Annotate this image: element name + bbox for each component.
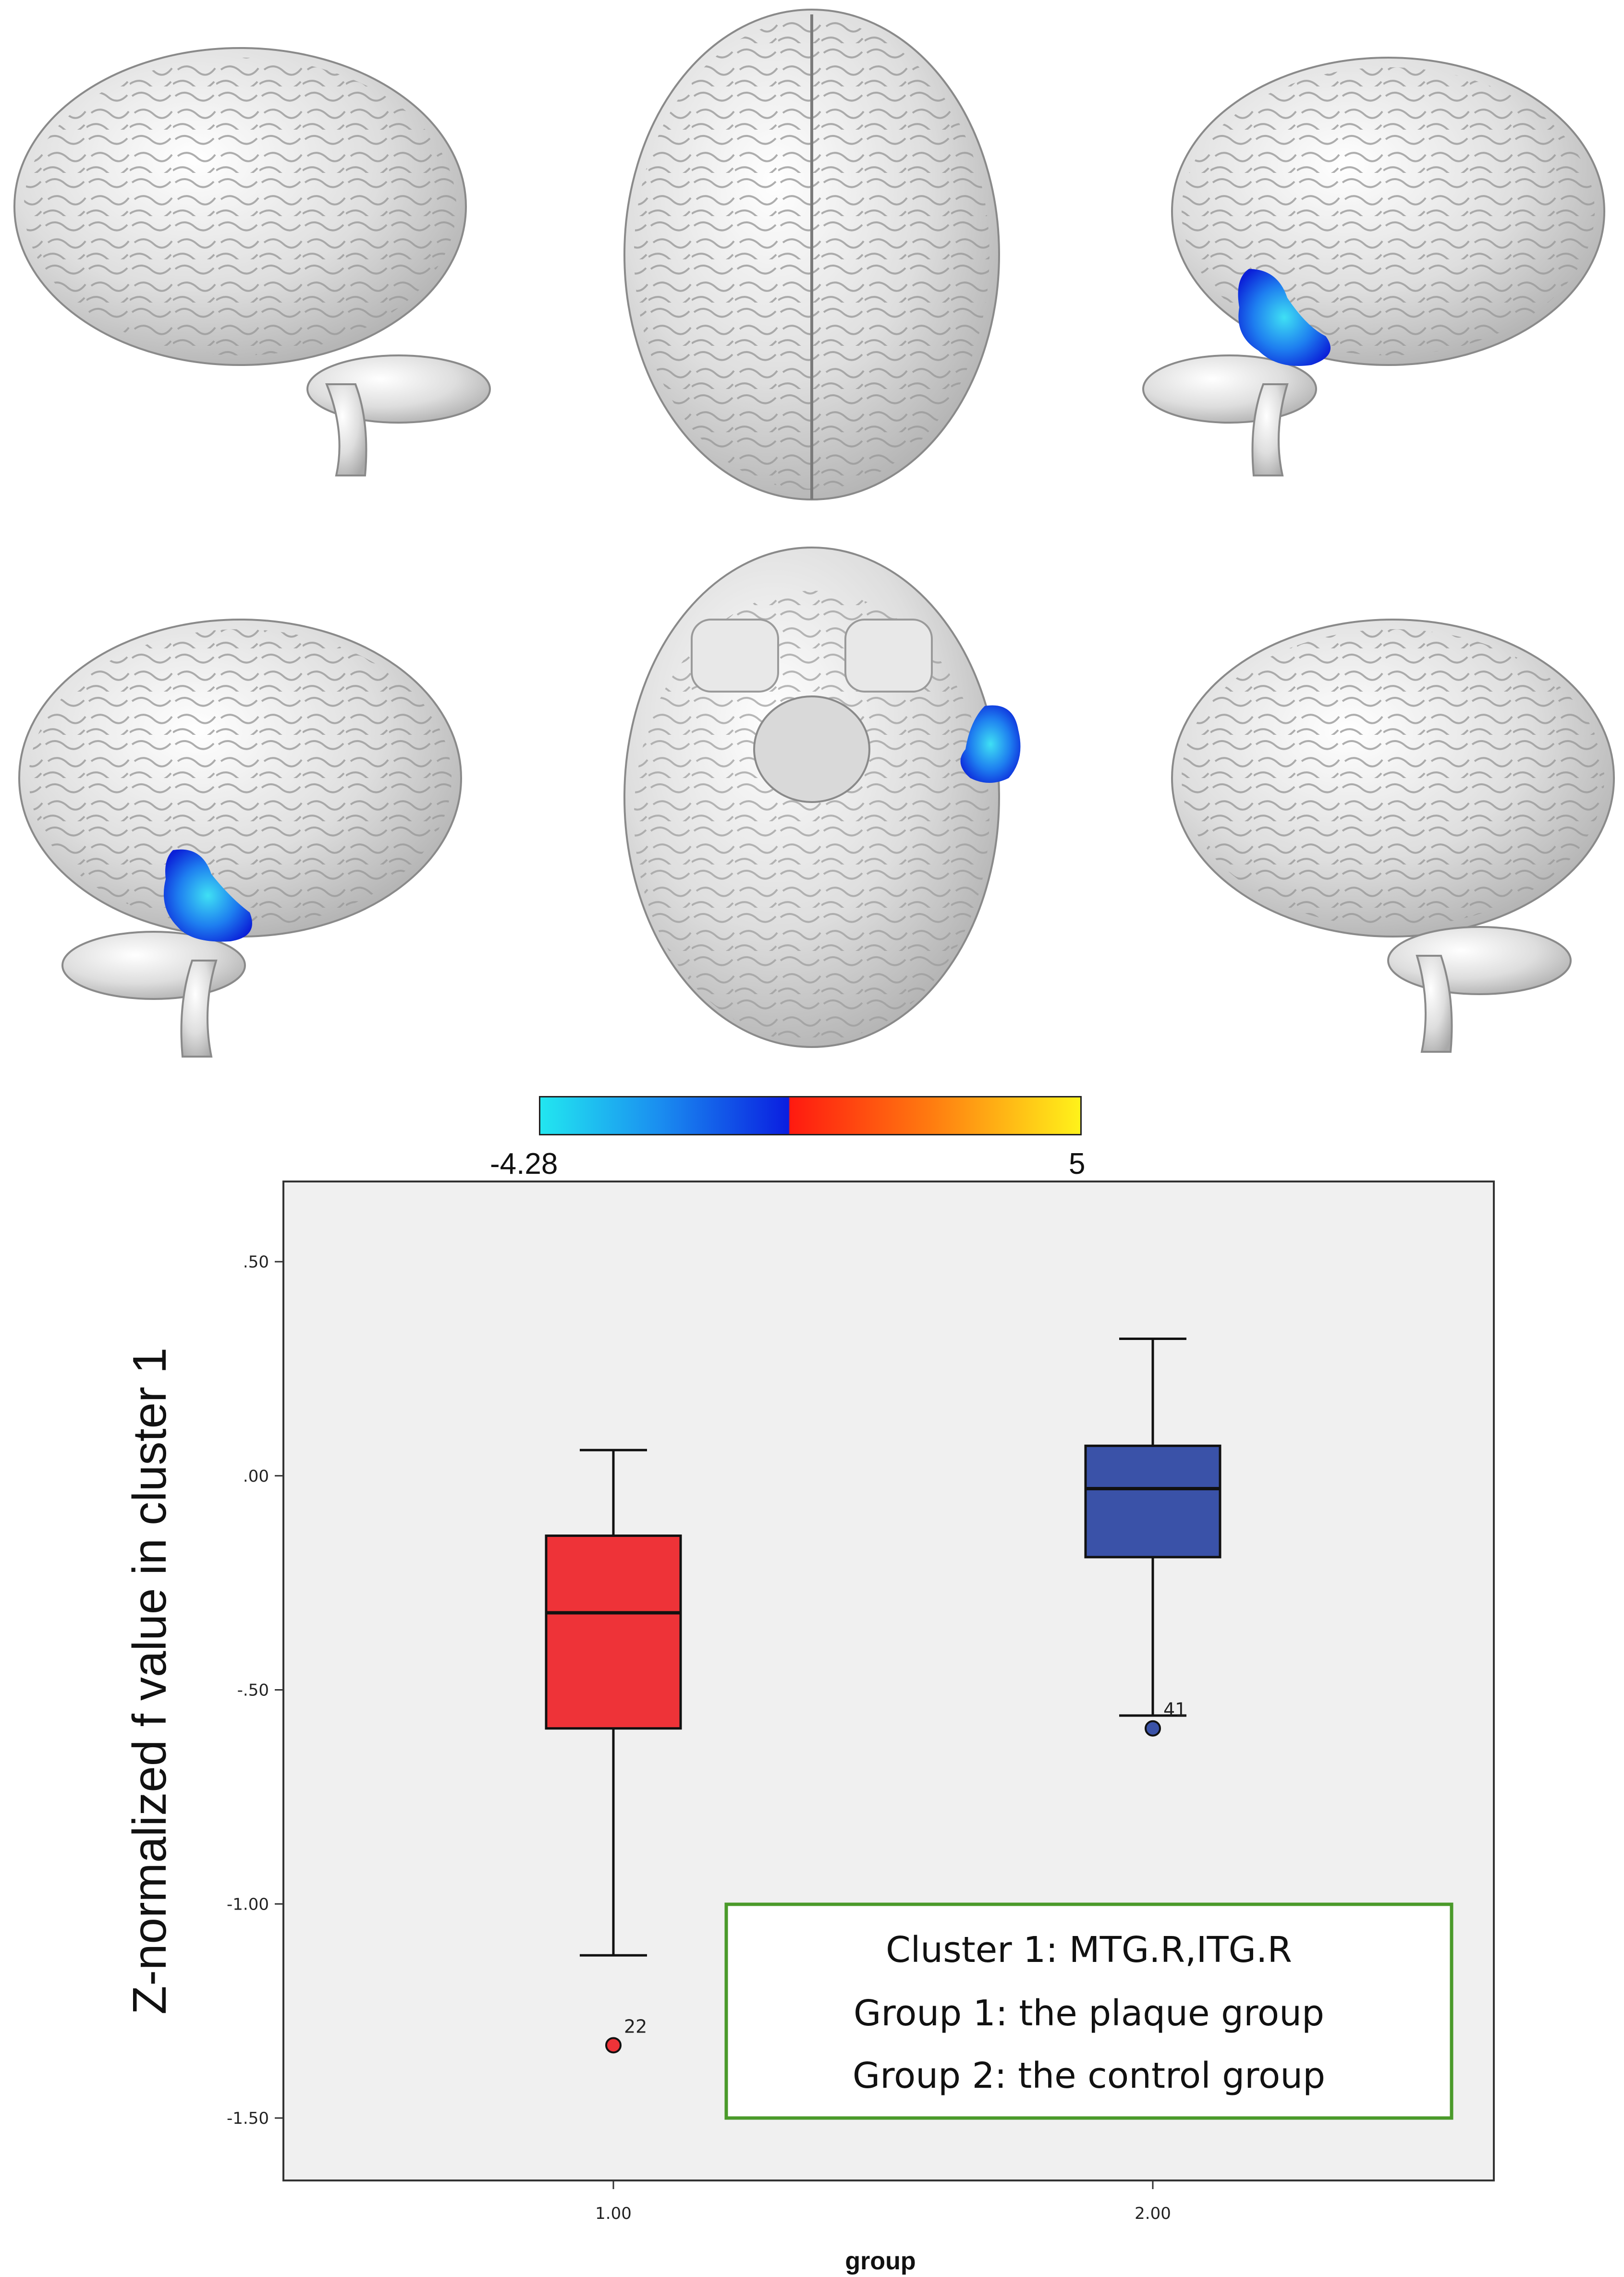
y-tick-label: -1.50 bbox=[227, 2109, 269, 2128]
cluster-blob-oblique bbox=[163, 849, 252, 942]
colorbar-min-label: -4.28 bbox=[490, 1147, 558, 1181]
annotation-box: Cluster 1: MTG.R,ITG.R Group 1: the plaq… bbox=[724, 1902, 1453, 2120]
outlier-point bbox=[605, 2037, 622, 2054]
y-axis-label: Z-normalized f value in cluster 1 bbox=[123, 1348, 176, 2015]
box-group-2: 41 bbox=[1084, 1337, 1221, 1737]
boxplot-chart: Z-normalized f value in cluster 1 group … bbox=[123, 1181, 1495, 2275]
iqr-box bbox=[545, 1534, 682, 1730]
right-oblique-view bbox=[18, 619, 462, 1058]
x-tick-label: 2.00 bbox=[1135, 2204, 1171, 2223]
colorbar-max-label: 5 bbox=[1069, 1147, 1086, 1181]
annotation-line-3: Group 2: the control group bbox=[853, 2055, 1325, 2096]
right-lateral-view bbox=[1142, 57, 1605, 476]
colorbar bbox=[539, 1096, 1082, 1135]
y-tick-label: -.50 bbox=[237, 1681, 269, 1700]
inferior-view bbox=[623, 547, 1021, 1048]
left-oblique-view bbox=[1171, 619, 1615, 1053]
y-tick-label: .50 bbox=[243, 1253, 269, 1272]
box-group-1: 22 bbox=[545, 1449, 682, 2054]
y-tick-label: -1.00 bbox=[227, 1895, 269, 1914]
outlier-point bbox=[1145, 1720, 1161, 1737]
annotation-line-2: Group 1: the plaque group bbox=[854, 1993, 1324, 2034]
left-lateral-view bbox=[13, 47, 491, 476]
outlier-label: 22 bbox=[624, 2016, 647, 2037]
iqr-box bbox=[1084, 1444, 1221, 1559]
superior-view bbox=[623, 9, 1000, 500]
x-axis-label: group bbox=[845, 2247, 916, 2275]
y-tick-label: .00 bbox=[243, 1467, 269, 1486]
x-tick-label: 1.00 bbox=[595, 2204, 632, 2223]
cluster-blob-inferior bbox=[960, 705, 1021, 783]
brain-renders-panel bbox=[13, 9, 1615, 1058]
cluster-blob-right bbox=[1238, 269, 1331, 366]
annotation-line-1: Cluster 1: MTG.R,ITG.R bbox=[886, 1929, 1292, 1971]
outlier-label: 41 bbox=[1163, 1699, 1186, 1720]
